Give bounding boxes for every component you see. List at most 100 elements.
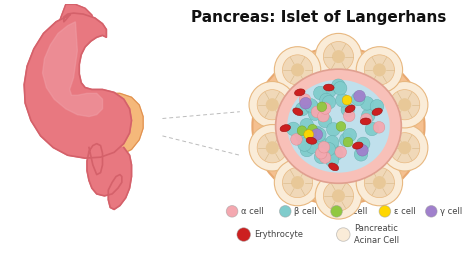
Circle shape	[306, 101, 319, 114]
Circle shape	[237, 228, 250, 241]
Circle shape	[390, 133, 420, 163]
Circle shape	[305, 140, 319, 153]
Circle shape	[296, 129, 309, 142]
Circle shape	[426, 206, 437, 217]
Ellipse shape	[252, 48, 425, 205]
Ellipse shape	[353, 142, 363, 149]
Circle shape	[373, 122, 385, 133]
Circle shape	[291, 134, 302, 145]
Circle shape	[336, 122, 346, 131]
Circle shape	[336, 94, 349, 107]
Circle shape	[327, 123, 340, 136]
Circle shape	[249, 81, 295, 128]
Circle shape	[382, 124, 428, 171]
Circle shape	[314, 150, 328, 164]
Circle shape	[319, 103, 331, 114]
Circle shape	[322, 95, 336, 109]
Ellipse shape	[275, 69, 401, 183]
Circle shape	[332, 50, 345, 63]
Circle shape	[354, 148, 368, 161]
Circle shape	[356, 144, 368, 156]
Circle shape	[274, 47, 321, 93]
Circle shape	[312, 128, 326, 142]
Circle shape	[297, 126, 310, 139]
Circle shape	[322, 142, 336, 156]
Circle shape	[370, 99, 383, 113]
Polygon shape	[43, 22, 102, 117]
Circle shape	[343, 110, 355, 122]
Circle shape	[314, 137, 328, 150]
Circle shape	[315, 147, 327, 159]
Circle shape	[335, 146, 346, 158]
Circle shape	[299, 94, 311, 105]
Circle shape	[307, 130, 317, 139]
Circle shape	[323, 41, 354, 72]
Circle shape	[318, 142, 330, 153]
Circle shape	[323, 181, 354, 211]
Text: ε cell: ε cell	[393, 207, 415, 216]
Circle shape	[226, 206, 238, 217]
Circle shape	[342, 95, 352, 105]
Circle shape	[308, 107, 322, 120]
Circle shape	[329, 147, 343, 160]
Circle shape	[339, 133, 353, 146]
Circle shape	[356, 47, 402, 93]
Circle shape	[304, 99, 318, 112]
Ellipse shape	[293, 108, 303, 115]
Circle shape	[257, 133, 287, 163]
Ellipse shape	[323, 84, 334, 91]
Text: α cell: α cell	[241, 207, 264, 216]
Circle shape	[280, 206, 291, 217]
Circle shape	[295, 102, 309, 116]
Circle shape	[291, 176, 304, 189]
Circle shape	[398, 98, 411, 111]
Circle shape	[266, 98, 279, 111]
Circle shape	[319, 145, 332, 159]
Circle shape	[315, 34, 362, 80]
Circle shape	[319, 93, 333, 107]
Circle shape	[361, 113, 372, 125]
Circle shape	[373, 63, 386, 76]
Circle shape	[323, 84, 336, 98]
Ellipse shape	[306, 137, 317, 144]
Circle shape	[298, 138, 311, 151]
Ellipse shape	[294, 89, 305, 96]
Circle shape	[362, 109, 375, 122]
Ellipse shape	[345, 105, 355, 113]
Circle shape	[332, 189, 345, 202]
Circle shape	[365, 168, 394, 198]
Circle shape	[300, 143, 314, 157]
Circle shape	[360, 97, 374, 110]
Circle shape	[283, 168, 313, 198]
Circle shape	[318, 110, 329, 122]
Circle shape	[398, 141, 411, 154]
Ellipse shape	[360, 118, 371, 125]
Text: δ cell: δ cell	[345, 207, 368, 216]
Circle shape	[304, 130, 313, 139]
Circle shape	[333, 81, 347, 95]
Circle shape	[373, 176, 386, 189]
Circle shape	[390, 90, 420, 120]
Circle shape	[343, 128, 356, 142]
Circle shape	[356, 137, 370, 151]
Circle shape	[300, 118, 313, 132]
Circle shape	[328, 145, 341, 158]
Circle shape	[331, 206, 342, 217]
Circle shape	[356, 159, 402, 206]
Ellipse shape	[287, 80, 390, 173]
Circle shape	[319, 152, 331, 163]
Ellipse shape	[372, 108, 382, 115]
Circle shape	[382, 81, 428, 128]
Text: Pancreas: Islet of Langerhans: Pancreas: Islet of Langerhans	[191, 10, 447, 26]
Circle shape	[365, 55, 394, 85]
Circle shape	[287, 122, 300, 136]
Circle shape	[365, 122, 379, 136]
Circle shape	[313, 86, 327, 100]
Circle shape	[308, 124, 318, 134]
Ellipse shape	[328, 163, 338, 171]
Circle shape	[317, 102, 327, 112]
Polygon shape	[45, 93, 143, 157]
Circle shape	[283, 55, 313, 85]
Circle shape	[257, 90, 287, 120]
Circle shape	[297, 126, 307, 136]
